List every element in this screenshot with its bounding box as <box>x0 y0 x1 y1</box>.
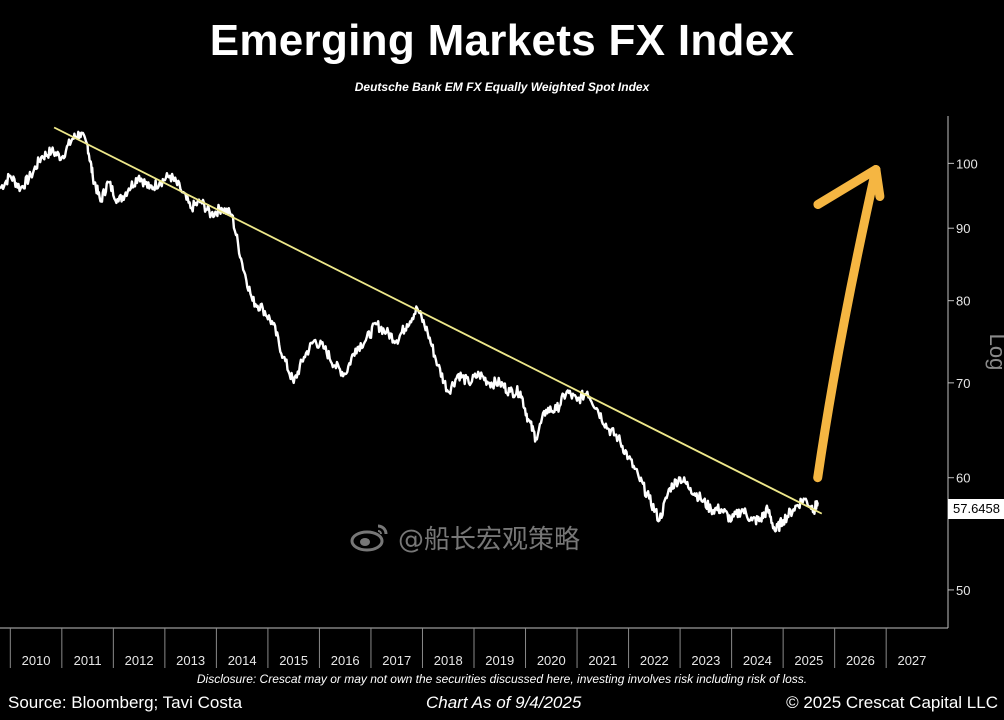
x-tick-label: 2025 <box>794 653 823 668</box>
y-tick-label: 90 <box>956 221 970 236</box>
annotation-layer <box>53 126 885 515</box>
x-tick-label: 2018 <box>434 653 463 668</box>
last-value-badge: 57.6458 <box>948 499 1004 519</box>
arrow-shaft <box>813 165 881 483</box>
source-text: Source: Bloomberg; Tavi Costa <box>8 693 243 712</box>
x-tick-label: 2027 <box>897 653 926 668</box>
x-tick-label: 2015 <box>279 653 308 668</box>
x-tick-label: 2022 <box>640 653 669 668</box>
as-of-date: Chart As of 9/4/2025 <box>426 693 582 712</box>
x-tick-label: 2016 <box>331 653 360 668</box>
x-tick-label: 2019 <box>485 653 514 668</box>
x-tick-label: 2014 <box>228 653 257 668</box>
x-tick-label: 2024 <box>743 653 772 668</box>
x-tick-label: 2020 <box>537 653 566 668</box>
y-tick-label: 50 <box>956 583 970 598</box>
x-tick-label: 2013 <box>176 653 205 668</box>
page-subtitle: Deutsche Bank EM FX Equally Weighted Spo… <box>354 80 650 94</box>
x-tick-label: 2017 <box>382 653 411 668</box>
y-tick-label: 70 <box>956 376 970 391</box>
x-tick-label: 2010 <box>22 653 51 668</box>
x-tick-label: 2012 <box>125 653 154 668</box>
disclosure-text: Disclosure: Crescat may or may not own t… <box>196 672 808 686</box>
x-tick-label: 2026 <box>846 653 875 668</box>
trendline <box>53 126 823 515</box>
page-title: Emerging Markets FX Index <box>209 16 795 65</box>
arrow-head <box>813 165 885 209</box>
x-axis-ticks: 2010 2011 2012 2013 2014 2015 2016 2017 2018 2019… <box>9 628 926 668</box>
watermark: @船长宏观策略 <box>350 520 581 555</box>
x-tick-label: 2011 <box>74 653 102 668</box>
y-tick-label: 100 <box>956 156 978 171</box>
x-tick-label: 2021 <box>588 653 617 668</box>
y-tick-label: 60 <box>956 471 970 486</box>
copyright-text: © 2025 Crescat Capital LLC <box>786 693 998 712</box>
series-line-0 <box>0 130 819 533</box>
y-axis-ticks: 50 60 70 80 90 100 <box>948 156 978 598</box>
x-tick-label: 2023 <box>691 653 720 668</box>
weibo-logo-icon <box>350 524 388 552</box>
watermark-text: @船长宏观策略 <box>398 524 581 555</box>
y-axis-label: Log <box>985 334 1004 371</box>
series-layer <box>0 130 819 533</box>
y-tick-label: 80 <box>956 294 970 309</box>
